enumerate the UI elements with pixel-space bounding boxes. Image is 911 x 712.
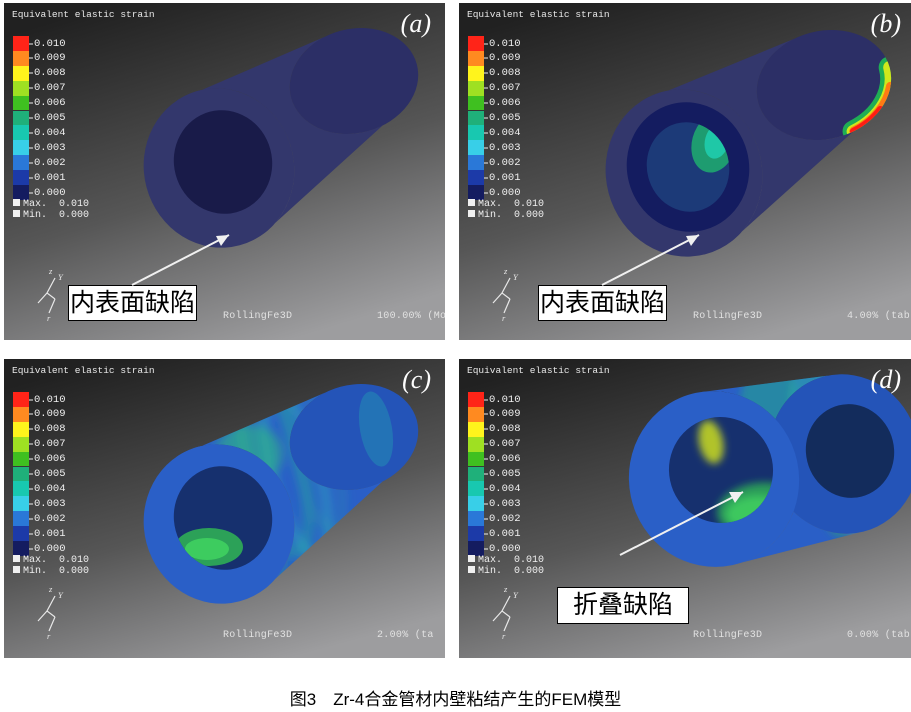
svg-text:Y: Y — [58, 272, 64, 282]
svg-text:r: r — [47, 631, 51, 641]
svg-text:r: r — [47, 313, 51, 323]
svg-text:r: r — [502, 313, 506, 323]
svg-text:z: z — [48, 266, 53, 276]
svg-text:r: r — [502, 631, 506, 641]
svg-text:Y: Y — [513, 272, 519, 282]
svg-text:Y: Y — [513, 590, 519, 600]
svg-text:z: z — [503, 266, 508, 276]
svg-text:z: z — [48, 584, 53, 594]
svg-text:Y: Y — [58, 590, 64, 600]
svg-text:z: z — [503, 584, 508, 594]
